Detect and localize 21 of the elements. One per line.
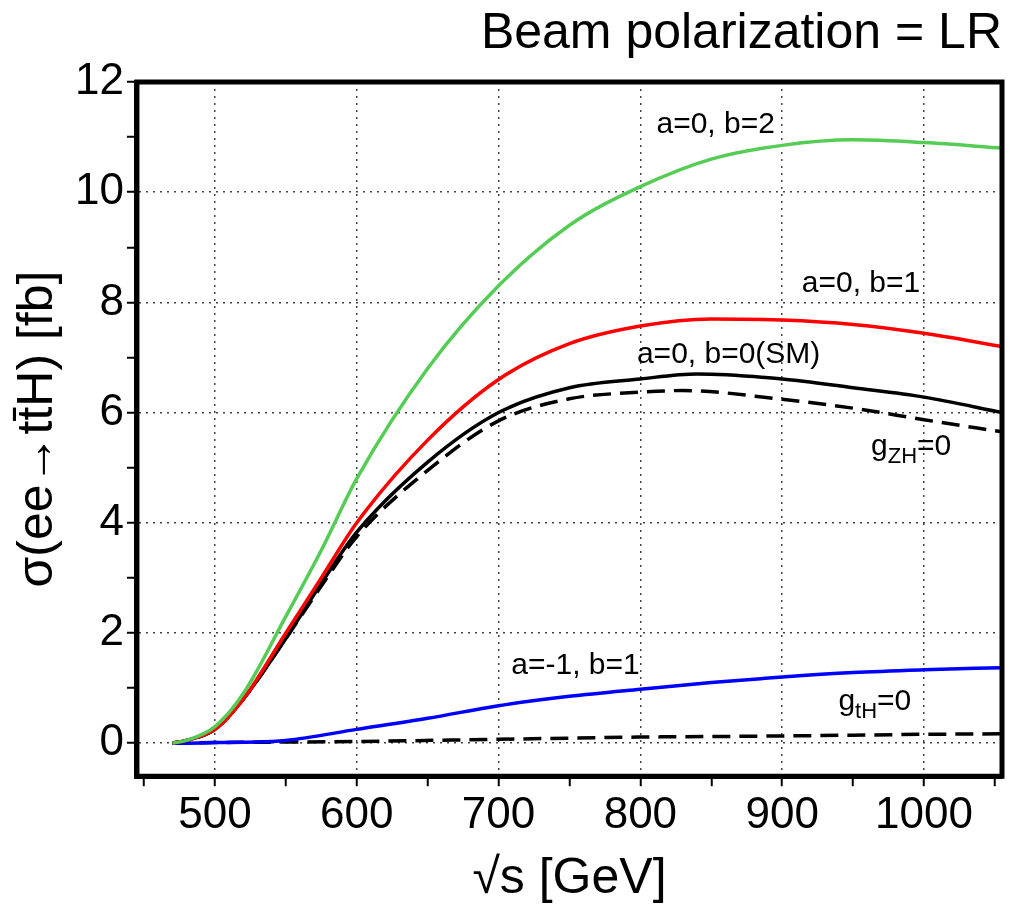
y-tick-label: 12 bbox=[74, 54, 124, 104]
y-tick-label: 6 bbox=[99, 384, 124, 434]
x-tick-label: 1000 bbox=[875, 787, 973, 837]
x-tick-label: 800 bbox=[603, 787, 678, 837]
x-tick-label: 700 bbox=[461, 787, 536, 837]
y-tick-label: 10 bbox=[74, 164, 124, 214]
x-tick-label: 600 bbox=[320, 787, 394, 837]
x-tick-label: 500 bbox=[178, 787, 252, 837]
chart-title: Beam polarization = LR bbox=[480, 2, 1002, 59]
y-tick-label: 0 bbox=[99, 715, 124, 765]
series-label: a=0, b=1 bbox=[801, 264, 921, 298]
series-label: a=0, b=2 bbox=[656, 106, 775, 140]
y-axis-title: σ(ee→tt̄H) [fb] bbox=[6, 270, 63, 588]
x-axis-title: √s [GeV] bbox=[472, 847, 667, 904]
x-tick-label: 900 bbox=[745, 787, 819, 837]
series-label: a=0, b=0(SM) bbox=[636, 336, 821, 370]
y-tick-label: 2 bbox=[99, 605, 124, 655]
y-tick-label: 8 bbox=[99, 274, 124, 324]
line-series bbox=[170, 138, 1002, 745]
series-label: a=-1, b=1 bbox=[511, 647, 640, 681]
y-tick-label: 4 bbox=[99, 494, 124, 544]
